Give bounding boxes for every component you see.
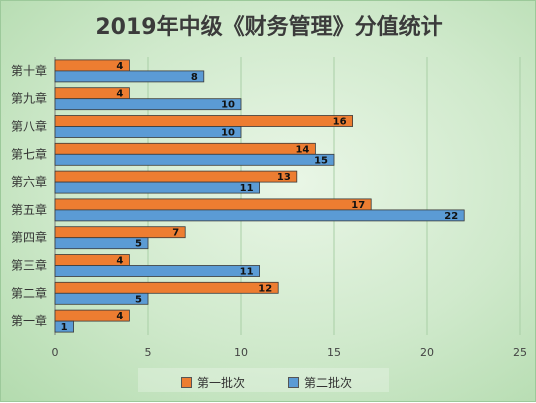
bar-s2-4 xyxy=(54,209,465,222)
x-tick-label-1: 5 xyxy=(145,346,152,359)
data-label-s2-2: 11 xyxy=(240,267,254,278)
category-label-2: 第三章 xyxy=(11,258,47,273)
category-label-1: 第二章 xyxy=(11,285,47,300)
data-label-s1-9: 4 xyxy=(116,61,123,72)
data-label-s2-1: 5 xyxy=(135,294,142,305)
x-tick-label-2: 10 xyxy=(234,346,248,359)
category-label-4: 第五章 xyxy=(11,202,47,217)
bar-s1-0 xyxy=(54,309,130,322)
data-label-s1-3: 7 xyxy=(172,228,179,239)
data-label-s2-9: 8 xyxy=(191,72,198,83)
data-label-s1-1: 12 xyxy=(258,283,272,294)
bar-s1-7 xyxy=(54,115,354,127)
data-label-s2-3: 5 xyxy=(135,239,142,250)
x-tick-label-4: 20 xyxy=(420,346,434,359)
data-label-s2-5: 11 xyxy=(240,183,254,194)
bar-s2-1 xyxy=(54,292,149,305)
chart-title: 2019年中级《财务管理》分值统计 xyxy=(95,15,443,40)
bar-s2-0 xyxy=(54,320,75,333)
bar-s2-6 xyxy=(54,153,335,166)
bar-s2-5 xyxy=(54,181,261,194)
bar-s1-5 xyxy=(54,170,298,183)
data-label-s1-0: 4 xyxy=(116,311,123,322)
category-label-3: 第四章 xyxy=(11,230,47,245)
data-label-s1-6: 14 xyxy=(295,144,309,155)
bar-s1-1 xyxy=(54,281,279,294)
category-label-0: 第一章 xyxy=(11,313,47,328)
x-tick-label-0: 0 xyxy=(52,346,59,359)
data-label-s2-6: 15 xyxy=(314,155,328,166)
bar-s2-7 xyxy=(54,126,242,138)
x-tick-label-3: 15 xyxy=(327,346,341,359)
bar-s2-3 xyxy=(54,237,149,250)
bar-s2-9 xyxy=(54,70,205,83)
data-label-s1-4: 17 xyxy=(351,200,365,211)
category-label-9: 第十章 xyxy=(11,63,47,78)
legend-label-series-2: 第二批次 xyxy=(304,376,353,390)
data-label-s1-7: 16 xyxy=(333,117,347,128)
data-label-s2-0: 1 xyxy=(61,322,68,333)
bar-s1-6 xyxy=(54,142,316,155)
data-label-s1-8: 4 xyxy=(116,89,123,100)
category-label-8: 第九章 xyxy=(11,91,47,106)
bar-s2-2 xyxy=(54,265,261,277)
category-label-6: 第七章 xyxy=(11,146,47,161)
data-label-s2-4: 22 xyxy=(444,211,458,222)
legend-item-series-2[interactable]: 第二批次 xyxy=(288,374,352,391)
legend-swatch-series-1 xyxy=(181,377,192,388)
data-label-s2-8: 10 xyxy=(221,100,235,111)
legend xyxy=(138,368,389,392)
bar-s1-3 xyxy=(54,226,186,239)
bar-s2-8 xyxy=(54,98,242,111)
legend-label-series-1: 第一批次 xyxy=(197,376,246,390)
data-label-s1-5: 13 xyxy=(277,172,291,183)
legend-swatch-series-2 xyxy=(288,377,299,388)
data-label-s1-2: 4 xyxy=(116,256,123,267)
legend-item-series-1[interactable]: 第一批次 xyxy=(181,374,245,391)
bar-s1-4 xyxy=(54,198,372,211)
category-label-5: 第六章 xyxy=(11,174,47,189)
data-label-s2-7: 10 xyxy=(221,128,235,139)
category-label-7: 第八章 xyxy=(11,119,47,134)
x-tick-label-5: 25 xyxy=(513,346,527,359)
